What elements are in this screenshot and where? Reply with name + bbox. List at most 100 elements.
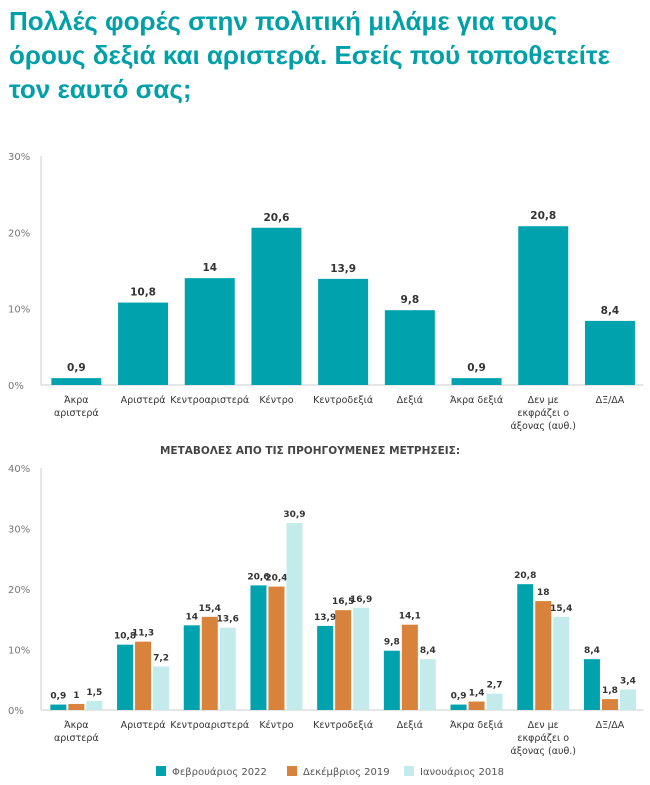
y-tick-label: 30% (8, 152, 30, 163)
bar (601, 699, 618, 710)
data-label: 1,5 (86, 688, 102, 698)
data-label: 14 (202, 262, 217, 274)
x-tick-label: εκφράζει ο (517, 408, 569, 419)
bar (518, 226, 569, 385)
legend-label: Φεβρουάριος 2022 (172, 766, 267, 778)
data-label: 1 (73, 691, 79, 701)
bar (335, 610, 352, 710)
x-tick-label: Άκρα δεξιά (450, 395, 503, 406)
x-tick-label: Κεντροδεξιά (313, 395, 373, 406)
data-label: 1,4 (469, 689, 485, 699)
y-tick-label: 40% (8, 464, 30, 475)
x-tick-label: άξονας (αυθ.) (510, 421, 576, 432)
y-tick-label: 0% (8, 381, 24, 392)
x-tick-label: Κέντρο (259, 395, 293, 406)
data-label: 20,6 (247, 572, 269, 582)
x-tick-label: ΔΞ/ΔΑ (596, 720, 625, 731)
bar (51, 378, 102, 385)
y-tick-label: 0% (8, 706, 24, 717)
data-label: 10,8 (114, 632, 136, 642)
data-label: 8,4 (601, 305, 620, 317)
x-tick-label: αριστερά (54, 733, 99, 744)
x-tick-label: Αριστερά (121, 720, 166, 731)
data-label: 20,4 (265, 574, 287, 584)
bar (401, 624, 418, 710)
x-tick-label: Κεντροαριστερά (170, 395, 249, 406)
x-tick-label: Αριστερά (121, 395, 166, 406)
data-label: 20,8 (530, 210, 556, 222)
x-tick-label: αριστερά (54, 408, 99, 419)
x-tick-label: Δεξιά (397, 720, 423, 731)
bar (50, 704, 67, 710)
bar (535, 601, 552, 710)
bar (517, 584, 534, 710)
data-label: 15,4 (199, 604, 221, 614)
bar (353, 607, 370, 710)
data-label: 16,5 (332, 597, 354, 607)
bar (486, 693, 503, 710)
y-tick-label: 20% (8, 585, 30, 596)
data-label: 16,9 (350, 595, 372, 605)
data-label: 20,6 (263, 212, 289, 224)
data-label: 13,6 (217, 615, 239, 625)
data-label: 0,9 (50, 692, 66, 702)
legend-swatch (156, 766, 166, 776)
legend-label: Ιανουάριος 2018 (420, 766, 504, 778)
data-label: 8,4 (584, 646, 600, 656)
data-label: 1,8 (602, 686, 618, 696)
bar (450, 704, 467, 710)
bar (86, 700, 103, 710)
data-label: 8,4 (420, 646, 436, 656)
data-label: 10,8 (130, 287, 156, 299)
x-tick-label: Άκρα (64, 720, 88, 731)
x-tick-label: Κεντροδεξιά (313, 720, 373, 731)
bar (619, 689, 636, 710)
data-label: 7,2 (153, 653, 169, 663)
data-label: 0,9 (467, 362, 486, 374)
legend-swatch (404, 766, 414, 776)
bar (118, 302, 169, 385)
x-tick-label: Δεν με (528, 720, 559, 731)
x-tick-label: Άκρα δεξιά (450, 720, 503, 731)
bar (183, 625, 200, 710)
bar (219, 627, 236, 710)
y-tick-label: 20% (8, 228, 30, 239)
data-label: 9,8 (384, 638, 400, 648)
bar (317, 625, 334, 710)
bar (583, 659, 600, 710)
bar (584, 320, 635, 385)
bar (384, 310, 435, 385)
legend-swatch (287, 766, 297, 776)
bar (286, 523, 303, 710)
bar (383, 650, 400, 710)
data-label: 15,4 (550, 604, 572, 614)
page-title: Πολλές φορές στην πολιτική μιλάμε για το… (9, 6, 610, 104)
bar (468, 701, 485, 710)
data-label: 20,8 (514, 571, 536, 581)
data-label: 14,1 (399, 612, 421, 622)
x-tick-label: εκφράζει ο (517, 733, 569, 744)
x-tick-label: Κεντροαριστερά (170, 720, 249, 731)
bar (68, 703, 85, 710)
bar (318, 278, 369, 385)
bar (153, 666, 170, 710)
bar (451, 378, 502, 385)
bar (268, 586, 285, 710)
y-tick-label: 30% (8, 525, 30, 536)
x-tick-label: Άκρα (64, 395, 88, 406)
legend-label: Δεκέμβριος 2019 (303, 766, 390, 778)
bar (251, 227, 302, 385)
bar (117, 644, 134, 710)
data-label: 3,4 (620, 676, 636, 686)
bar (184, 278, 235, 385)
data-label: 2,7 (487, 681, 503, 691)
bar (201, 616, 218, 710)
data-label: 0,9 (67, 362, 86, 374)
data-label: 18 (537, 588, 550, 598)
chart-title: ΜΕΤΑΒΟΛΕΣ ΑΠΟ ΤΙΣ ΠΡΟΗΓΟΥΜΕΝΕΣ ΜΕΤΡΗΣΕΙΣ… (160, 445, 460, 457)
data-label: 11,3 (132, 629, 154, 639)
data-label: 9,8 (401, 294, 420, 306)
data-label: 30,9 (283, 510, 305, 520)
